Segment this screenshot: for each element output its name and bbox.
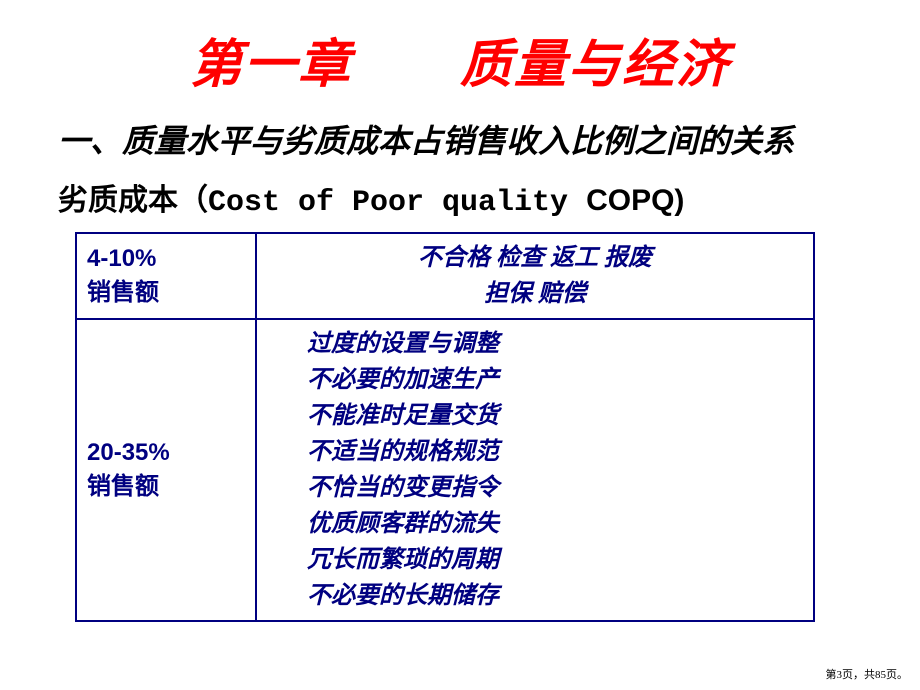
subtitle-acronym: COPQ) bbox=[586, 184, 684, 217]
row1-label: 销售额 bbox=[87, 279, 159, 306]
row1-percent: 4-10% bbox=[87, 245, 156, 272]
subtitle-cn: 劣质成本 bbox=[58, 184, 178, 217]
row2-label: 销售额 bbox=[87, 473, 159, 500]
page-footer: 第3页，共85页。 bbox=[826, 666, 909, 682]
table-row: 20-35% 销售额 过度的设置与调整 不必要的加速生产 不能准时足量交货 不适… bbox=[76, 319, 814, 621]
row2-right-cell: 过度的设置与调整 不必要的加速生产 不能准时足量交货 不适当的规格规范 不恰当的… bbox=[256, 319, 814, 621]
copq-table: 4-10% 销售额 不合格 检查 返工 报废 担保 赔偿 20-35% 销售额 … bbox=[75, 232, 815, 622]
list-item: 不必要的长期储存 bbox=[307, 578, 803, 614]
row1-right-cell: 不合格 检查 返工 报废 担保 赔偿 bbox=[256, 233, 814, 319]
row2-percent: 20-35% bbox=[87, 439, 170, 466]
subtitle-en: （Cost of Poor quality bbox=[178, 186, 586, 220]
list-item: 不恰当的变更指令 bbox=[307, 470, 803, 506]
list-item: 冗长而繁琐的周期 bbox=[307, 542, 803, 578]
list-item: 不必要的加速生产 bbox=[307, 362, 803, 398]
subtitle: 劣质成本（Cost of Poor quality COPQ) bbox=[50, 175, 870, 220]
section-heading: 一、质量水平与劣质成本占销售收入比例之间的关系 bbox=[114, 117, 870, 165]
slide-content: 第一章 质量与经济 一、质量水平与劣质成本占销售收入比例之间的关系 劣质成本（C… bbox=[0, 0, 920, 622]
list-item: 过度的设置与调整 bbox=[307, 326, 803, 362]
row1-items-line2: 担保 赔偿 bbox=[267, 276, 803, 312]
chapter-title: 第一章 质量与经济 bbox=[50, 22, 870, 97]
list-item: 优质顾客群的流失 bbox=[307, 506, 803, 542]
list-item: 不能准时足量交货 bbox=[307, 398, 803, 434]
table-row: 4-10% 销售额 不合格 检查 返工 报废 担保 赔偿 bbox=[76, 233, 814, 319]
list-item: 不适当的规格规范 bbox=[307, 434, 803, 470]
copq-table-container: 4-10% 销售额 不合格 检查 返工 报废 担保 赔偿 20-35% 销售额 … bbox=[75, 232, 815, 622]
row1-items-line1: 不合格 检查 返工 报废 bbox=[267, 240, 803, 276]
row1-left-cell: 4-10% 销售额 bbox=[76, 233, 256, 319]
row2-left-cell: 20-35% 销售额 bbox=[76, 319, 256, 621]
